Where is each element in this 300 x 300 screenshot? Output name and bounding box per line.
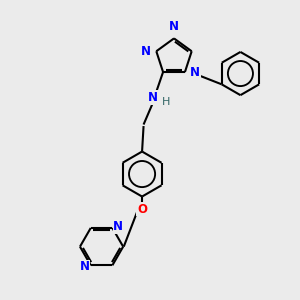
Text: N: N	[190, 65, 200, 79]
Text: N: N	[80, 260, 90, 273]
Text: H: H	[162, 97, 170, 107]
Text: N: N	[148, 91, 158, 104]
Text: N: N	[141, 45, 151, 58]
Text: N: N	[113, 220, 123, 233]
Text: N: N	[169, 20, 179, 33]
Text: O: O	[137, 202, 147, 216]
